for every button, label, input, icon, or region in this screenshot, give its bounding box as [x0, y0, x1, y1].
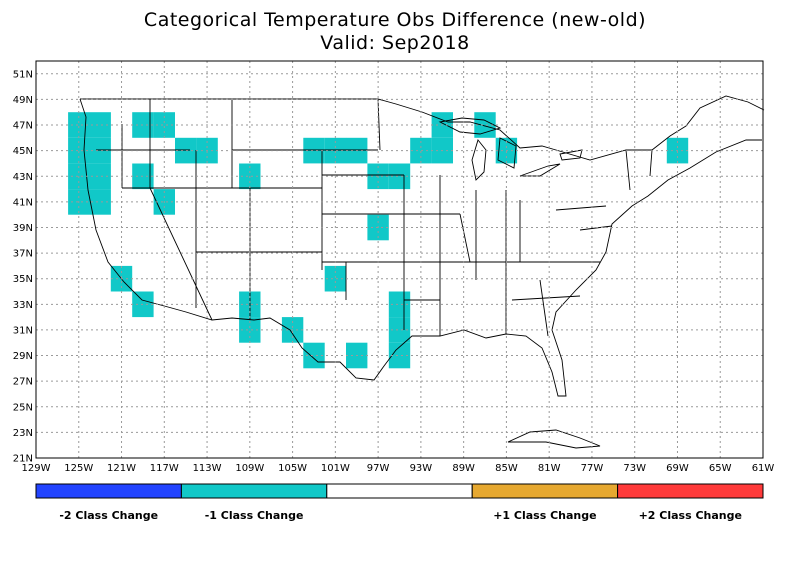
lat-tick-label: 43N — [13, 172, 33, 183]
cuba-outline — [507, 429, 601, 449]
anomaly-cell — [89, 189, 111, 215]
anomaly-cell — [410, 137, 432, 164]
lon-tick-label: 113W — [193, 463, 222, 474]
lon-tick-label: 73W — [623, 463, 646, 474]
lon-tick-label: 97W — [367, 463, 390, 474]
lat-tick-label: 29N — [13, 351, 33, 362]
lon-tick-label: 85W — [495, 463, 518, 474]
lon-tick-label: 65W — [709, 463, 732, 474]
lon-tick-label: 129W — [22, 463, 51, 474]
lat-tick-label: 49N — [13, 95, 33, 106]
map-frame — [35, 60, 764, 459]
legend-label: -2 Class Change — [59, 509, 158, 522]
anomaly-cell — [388, 291, 411, 318]
legend-swatch — [471, 483, 619, 499]
lat-tick-label: 35N — [13, 274, 33, 285]
anomaly-cell — [324, 137, 347, 164]
anomaly-cell — [68, 112, 90, 138]
lake-ontario — [559, 149, 583, 161]
anomaly-cell — [239, 317, 261, 343]
legend-label: +2 Class Change — [639, 509, 742, 522]
basemap-outlines — [79, 95, 765, 449]
legend-swatch — [180, 483, 328, 499]
lat-tick-label: 47N — [13, 121, 33, 132]
anomaly-cell — [303, 137, 325, 164]
lat-tick-label: 39N — [13, 223, 33, 234]
lon-tick-label: 109W — [235, 463, 264, 474]
lat-tick-label: 31N — [13, 325, 33, 336]
anomaly-cell — [324, 265, 347, 292]
chart-title: Categorical Temperature Obs Difference (… — [144, 9, 646, 31]
lon-tick-label: 121W — [107, 463, 136, 474]
lon-tick-label: 125W — [64, 463, 93, 474]
lake-erie — [519, 163, 561, 177]
lat-tick-label: 37N — [13, 249, 33, 260]
anomaly-cell — [388, 163, 411, 190]
lake-michigan — [471, 139, 487, 181]
lon-tick-label: 105W — [278, 463, 307, 474]
lat-tick-label: 51N — [13, 69, 33, 80]
legend-swatch — [326, 483, 473, 499]
canada-border — [80, 95, 765, 161]
anomaly-cell — [89, 137, 111, 164]
lon-tick-label: 89W — [452, 463, 475, 474]
legend-swatch — [35, 483, 182, 499]
anomaly-cell — [388, 317, 411, 343]
lake-huron — [497, 137, 517, 169]
lat-tick-label: 27N — [13, 377, 33, 388]
lake-superior — [438, 117, 502, 135]
lon-tick-label: 101W — [321, 463, 350, 474]
legend-swatch — [617, 483, 764, 499]
legend-label: -1 Class Change — [205, 509, 304, 522]
lon-tick-label: 77W — [581, 463, 604, 474]
lon-tick-label: 69W — [666, 463, 689, 474]
lon-tick-label: 117W — [150, 463, 179, 474]
anomaly-cell — [175, 137, 197, 164]
lon-tick-label: 61W — [752, 463, 775, 474]
anomaly-cell — [474, 112, 496, 138]
anomaly-cell — [89, 163, 111, 190]
lat-tick-label: 33N — [13, 300, 33, 311]
lat-tick-label: 45N — [13, 146, 33, 157]
us-outline — [79, 98, 762, 397]
lat-tick-label: 25N — [13, 402, 33, 413]
anomaly-cell — [388, 342, 411, 369]
anomaly-cell — [89, 112, 111, 138]
lon-tick-label: 81W — [538, 463, 561, 474]
lon-tick-label: 93W — [410, 463, 433, 474]
lat-tick-label: 41N — [13, 197, 33, 208]
tick-labels: 129W 125W 121W 117W 113W 109W 105W 101W 97W 93W 89… — [13, 69, 775, 474]
anomaly-cell — [153, 112, 175, 138]
legend: -2 Class Change -1 Class Change +1 Class C… — [35, 483, 764, 522]
lat-tick-label: 21N — [13, 454, 33, 465]
chart-subtitle: Valid: Sep2018 — [320, 32, 469, 54]
lat-tick-label: 23N — [13, 428, 33, 439]
legend-label: +1 Class Change — [493, 509, 596, 522]
